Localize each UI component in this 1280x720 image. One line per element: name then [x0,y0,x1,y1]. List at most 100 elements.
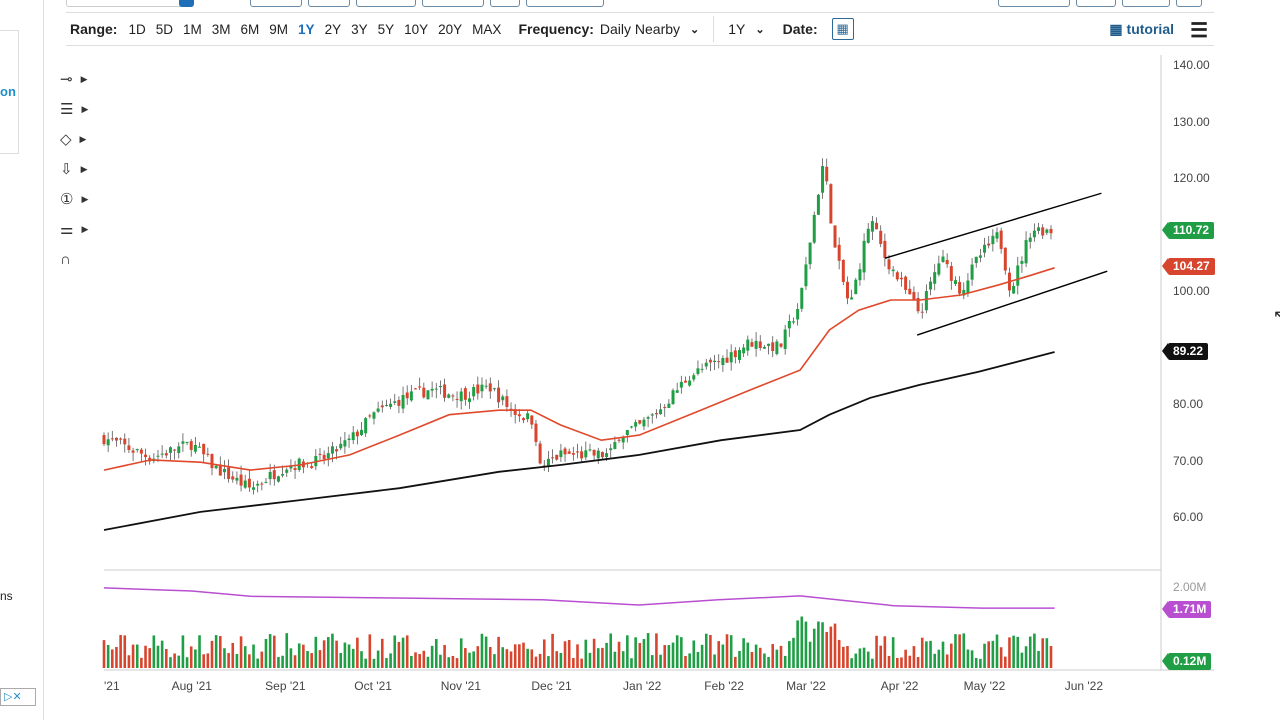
candle-body [625,429,629,435]
top-button[interactable] [1076,0,1116,7]
volume-bar [887,655,891,668]
range-1m[interactable]: 1M [182,21,202,37]
range-2y[interactable]: 2Y [324,21,342,37]
range-5y[interactable]: 5Y [377,21,395,37]
candle-body [762,346,766,349]
volume-bar [144,645,147,668]
top-button[interactable] [356,0,416,7]
volume-bar [630,658,633,668]
volume-tag: 0.12M [1161,653,1212,670]
range-20y[interactable]: 20Y [438,21,463,37]
candle-body [978,255,982,258]
calendar-icon[interactable]: ▦ [831,18,854,40]
polygon-icon: ◇ [60,131,72,148]
top-button[interactable] [308,0,350,7]
volume-bar [900,657,903,668]
volume-bar [842,646,845,668]
candle-body [509,408,513,410]
hamburger-menu-icon[interactable]: ☰ [1190,20,1208,42]
range-1y[interactable]: 1Y [298,21,315,37]
x-tick-label: Nov '21 [440,679,481,693]
volume-bar [642,639,646,668]
volume-bar [696,651,700,668]
candle-body [218,464,222,476]
volume-bar [908,655,912,668]
candle-body [854,279,858,295]
volume-bar [684,656,687,668]
range-10y[interactable]: 10Y [404,21,429,37]
candle-body [1003,247,1007,271]
annotation-tool[interactable]: ① ▶ [60,184,100,214]
x-tick-label: Oct '21 [354,679,392,693]
candle-body [488,383,492,392]
volume-bar [281,655,284,668]
volume-bar [663,645,667,668]
range-9m[interactable]: 9M [269,21,289,37]
range-max[interactable]: MAX [472,21,502,37]
y-tick-label: 140.00 [1173,58,1210,72]
fib-tool[interactable]: ☰ ▶ [60,94,100,124]
candle-body [289,466,293,469]
volume-bar [148,648,151,668]
volume-bar [326,637,330,668]
range-1d[interactable]: 1D [128,21,146,37]
volume-bar [401,637,405,668]
candle-body [110,438,114,440]
candle-body [679,381,683,388]
chart-toolbar: Range: 1D 5D 1M 3M 6M 9M 1Y 2Y 3Y 5Y 10Y 20Y MAX Fre… [66,12,1214,46]
volume-bar [771,644,775,668]
candle-body [243,480,247,488]
ad-choices-icon[interactable]: ▷✕ [0,688,36,706]
arrow-tool[interactable]: ⇩ ▶ [60,154,100,184]
candle-body [704,362,708,367]
candle-body [114,437,118,441]
volume-bar [551,633,554,668]
top-button[interactable] [998,0,1070,7]
range-5d[interactable]: 5D [155,21,173,37]
candle-body [812,214,816,243]
tutorial-label: tutorial [1126,21,1174,37]
line-tool[interactable]: ⊸ ▶ [60,64,100,94]
period-select[interactable]: 1Y ⌄ [728,21,764,37]
volume-bar [239,636,243,668]
frequency-select[interactable]: Daily Nearby ⌄ [600,21,699,37]
arrow-down-icon: ⇩ [60,161,73,178]
range-6m[interactable]: 6M [240,21,260,37]
go-button[interactable] [179,0,194,7]
candle-body [468,398,472,403]
candle-body [235,477,239,481]
candle-body [991,235,995,245]
top-button[interactable] [490,0,520,7]
top-button[interactable] [1122,0,1170,7]
candle-body [891,269,895,272]
candle-body [746,339,750,351]
range-3y[interactable]: 3Y [351,21,368,37]
candle-body [941,256,945,262]
shape-tool[interactable]: ◇ ▶ [60,124,100,154]
top-button[interactable] [1176,0,1202,7]
mouse-cursor-icon: ↖ [1273,308,1280,325]
toolbar-divider [713,16,715,42]
volume-bar [410,655,413,668]
volume-bar [962,633,966,668]
volume-bar [185,657,189,668]
volume-bar [680,637,683,668]
candle-body [127,445,131,451]
volume-bar [829,626,833,668]
candle-body [380,405,384,408]
candle-body [293,468,297,471]
volume-bar [198,635,201,668]
volume-bar [264,638,268,668]
top-button[interactable] [526,0,604,7]
range-3m[interactable]: 3M [211,21,231,37]
tutorial-link[interactable]: ▦ tutorial [1109,21,1174,38]
sidebar-card[interactable] [0,30,19,154]
measure-tool[interactable]: ⚌ ▶ [60,214,100,244]
candle-body [168,447,172,453]
top-button[interactable] [422,0,484,7]
magnet-tool[interactable]: ∩ [60,244,100,274]
volume-bar [111,649,114,668]
chevron-down-icon: ⌄ [755,23,765,36]
top-button[interactable] [250,0,302,7]
